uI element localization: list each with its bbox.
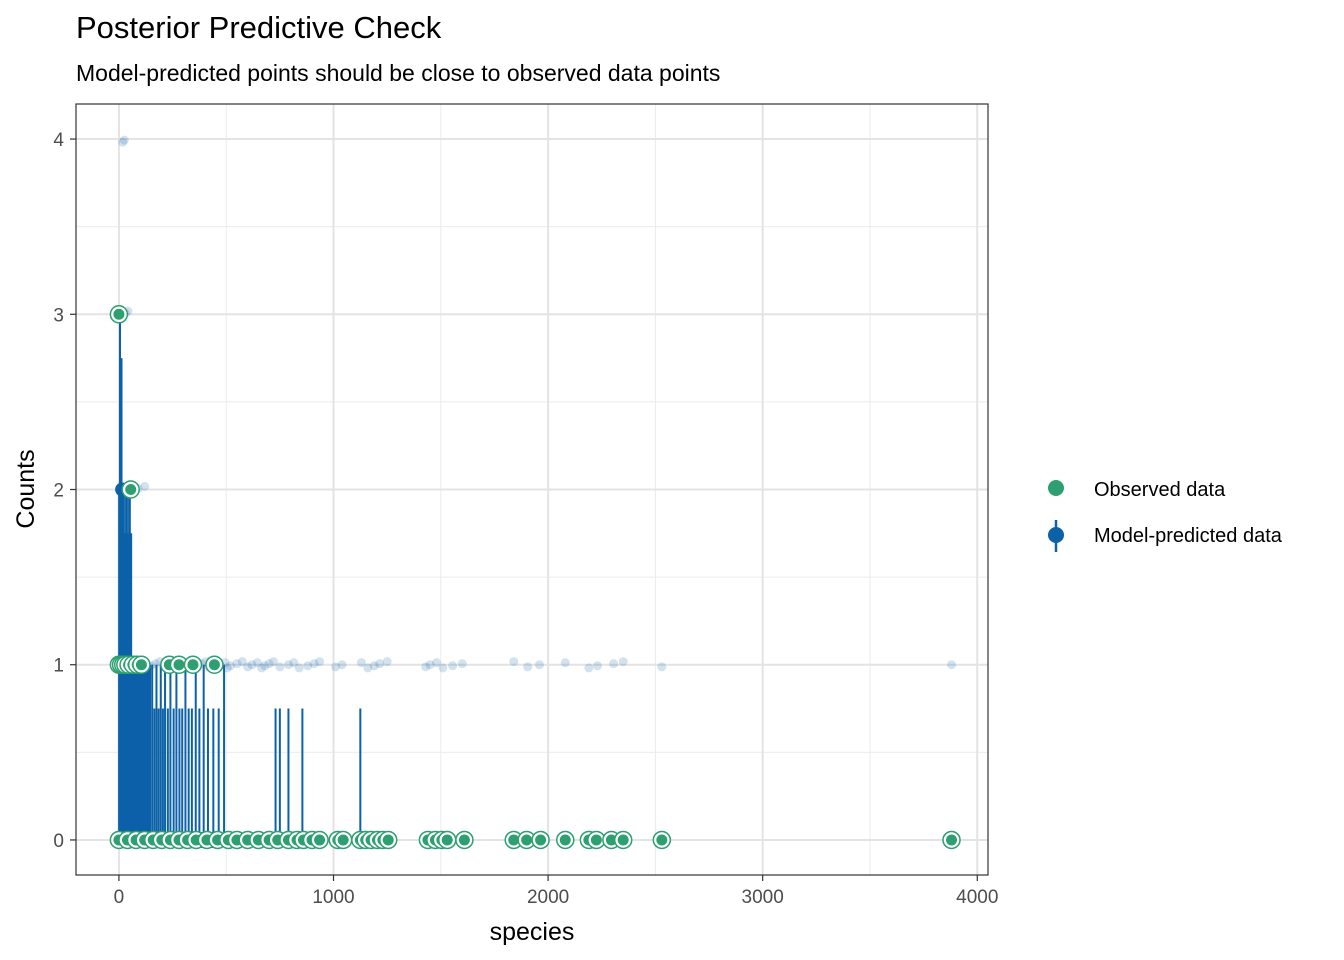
x-tick-label: 3000 [742,887,784,908]
predicted-draw-point [294,663,304,673]
legend: Observed data Model-predicted data [1048,479,1283,552]
predicted-draw-point [140,481,150,491]
predicted-draw-point [421,662,431,672]
observed-point [946,834,958,846]
chart-subtitle: Model-predicted points should be close t… [76,60,721,86]
predicted-draw-point [363,663,373,673]
predicted-draw-point [457,659,467,669]
x-tick-label: 0 [114,887,125,908]
chart-title: Posterior Predictive Check [76,10,442,45]
predicted-draw-point [425,660,435,670]
x-tick-label: 4000 [956,887,998,908]
y-tick-label: 0 [53,831,64,852]
predicted-draw-point [243,662,253,672]
predicted-draw-point [609,659,619,669]
legend-item-observed: Observed data [1048,479,1226,501]
y-tick-label: 1 [53,656,64,677]
y-axis-ticks: 0 1 2 3 4 [53,130,76,852]
y-tick-label: 4 [53,130,64,151]
observed-point [208,659,220,671]
predicted-draw-point [375,659,385,669]
observed-point [458,834,470,846]
predicted-draw-point [232,659,242,669]
predicted-draw-point [337,660,347,670]
observed-point [314,834,326,846]
observed-point [590,834,602,846]
y-tick-label: 3 [53,305,64,326]
observed-point [508,834,520,846]
predicted-draw-point [303,661,313,671]
predicted-draw-point [283,660,293,670]
predicted-draw-point [119,135,129,145]
observed-point [617,834,629,846]
predicted-draw-point [268,657,278,667]
legend-predicted-label: Model-predicted data [1094,525,1283,547]
predicted-draw-point [432,658,442,668]
predicted-draw-point [592,661,602,671]
legend-observed-swatch [1048,480,1064,496]
x-axis-title: species [490,918,575,946]
observed-point [605,834,617,846]
predicted-draw-point [618,657,628,667]
predicted-draw-point [560,658,570,668]
x-tick-label: 2000 [527,887,569,908]
predicted-draw-point [438,663,448,673]
observed-point [337,834,349,846]
predicted-draw-point [657,662,667,672]
y-axis-title: Counts [12,449,40,528]
predicted-draw-point [260,661,270,671]
observed-point [656,834,668,846]
predicted-draw-point [369,661,379,671]
predicted-draw-point [118,137,128,147]
y-tick-label: 2 [53,481,64,502]
observed-point [135,659,147,671]
predicted-draw-point [947,660,957,670]
predicted-draw-point [535,660,545,670]
observed-points-layer [109,305,961,850]
legend-item-predicted: Model-predicted data [1048,520,1283,552]
predicted-draw-point [584,663,594,673]
predicted-draw-point [247,660,257,670]
predicted-interval-cluster [117,664,151,840]
predicted-draw-point [356,658,366,668]
predicted-draw-point [289,658,299,668]
observed-point [125,484,137,495]
predicted-draw-point [309,659,319,669]
predicted-draw-point [523,662,533,672]
observed-point [441,834,453,846]
observed-point [559,834,571,846]
predicted-interval-cluster [117,487,131,663]
predicted-draw-point [448,661,458,671]
legend-predicted-swatch [1048,527,1064,543]
predicted-draw-point [252,658,262,668]
observed-point [173,659,185,671]
observed-point [187,659,199,671]
predicted-draw-point [264,659,274,669]
predicted-draw-point [509,657,519,667]
observed-point [113,308,125,320]
predicted-draw-point [331,662,341,672]
predicted-draw-point [226,661,236,671]
predicted-draw-point [275,662,285,672]
predicted-draws-layer [117,135,957,673]
predicted-draw-point [315,657,325,667]
predicted-draw-point [257,663,267,673]
predicted-draw-point [382,657,392,667]
x-tick-label: 1000 [312,887,354,908]
predicted-intervals-layer [115,314,362,848]
observed-point [521,834,533,846]
observed-point [535,834,547,846]
legend-observed-label: Observed data [1094,479,1226,501]
predicted-draw-point [237,657,247,667]
x-axis-ticks: 0 1000 2000 3000 4000 [114,875,998,908]
observed-point [382,834,394,846]
